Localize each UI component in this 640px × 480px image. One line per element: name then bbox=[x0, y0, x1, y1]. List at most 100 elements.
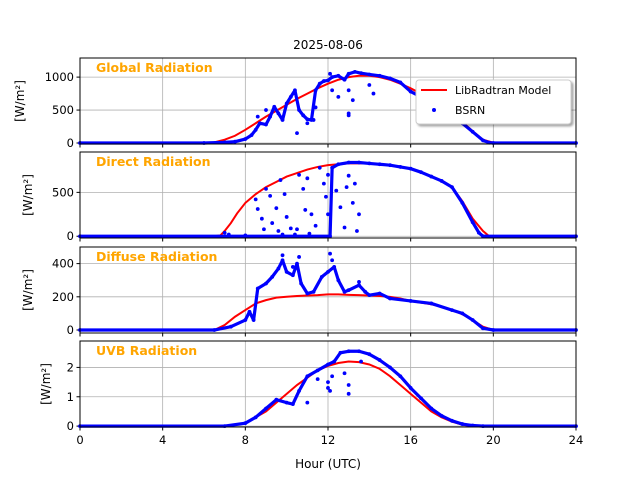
bsrn-point bbox=[264, 186, 268, 191]
bsrn-point bbox=[481, 326, 485, 331]
bsrn-point bbox=[342, 289, 347, 294]
bsrn-point bbox=[305, 374, 310, 379]
legend-box bbox=[415, 79, 572, 125]
x-tick-label: 8 bbox=[242, 433, 249, 447]
y-tick-label: 0 bbox=[67, 419, 74, 433]
bsrn-point bbox=[280, 232, 285, 237]
bsrn-point bbox=[450, 185, 454, 190]
bsrn-point bbox=[272, 104, 277, 109]
bsrn-point bbox=[481, 234, 485, 239]
bsrn-point bbox=[255, 207, 260, 211]
bsrn-point bbox=[346, 88, 351, 93]
bsrn-point bbox=[293, 232, 297, 237]
bsrn-point bbox=[276, 229, 281, 233]
bsrn-point bbox=[284, 101, 289, 106]
bsrn-point bbox=[408, 89, 413, 94]
bsrn-point bbox=[321, 181, 326, 186]
bsrn-point bbox=[268, 114, 273, 119]
bsrn-point bbox=[429, 406, 434, 411]
y-tick-label: 400 bbox=[52, 257, 74, 271]
bsrn-point bbox=[330, 75, 335, 80]
bsrn-point bbox=[228, 324, 233, 329]
bsrn-point bbox=[262, 227, 266, 232]
bsrn-point bbox=[338, 205, 343, 210]
bsrn-point bbox=[367, 161, 372, 166]
bsrn-point bbox=[247, 309, 252, 314]
bsrn-point bbox=[439, 413, 444, 418]
bsrn-point bbox=[253, 197, 258, 202]
bsrn-point bbox=[328, 388, 332, 393]
bsrn-point bbox=[439, 179, 444, 183]
bsrn-point bbox=[328, 234, 332, 239]
bsrn-point bbox=[313, 105, 318, 110]
axes-frame bbox=[79, 151, 577, 239]
bsrn-point bbox=[264, 108, 268, 112]
bsrn-point bbox=[408, 299, 413, 303]
bsrn-point bbox=[305, 176, 310, 181]
bsrn-point bbox=[346, 391, 351, 396]
bsrn-point bbox=[305, 291, 310, 296]
bsrn-point bbox=[371, 91, 376, 96]
bsrn-point bbox=[305, 121, 310, 126]
bsrn-point bbox=[297, 388, 301, 393]
bsrn-point bbox=[367, 83, 372, 87]
bsrn-point bbox=[346, 288, 351, 293]
chart-title: 2025-08-06 bbox=[293, 38, 363, 52]
bsrn-point bbox=[388, 163, 392, 168]
bsrn-point bbox=[324, 194, 328, 199]
bsrn-point bbox=[330, 258, 335, 263]
bsrn-point bbox=[295, 227, 299, 232]
bsrn-point bbox=[334, 188, 339, 193]
panel-title: Direct Radiation bbox=[96, 154, 211, 169]
bsrn-point bbox=[377, 73, 382, 78]
bsrn-point bbox=[251, 318, 256, 322]
legend-bsrn-label: BSRN bbox=[455, 104, 485, 117]
bsrn-point bbox=[276, 111, 281, 116]
bsrn-point bbox=[255, 114, 260, 119]
bsrn-point bbox=[270, 221, 275, 225]
bsrn-point bbox=[284, 270, 289, 274]
bsrn-point bbox=[460, 200, 465, 205]
bsrn-point bbox=[470, 318, 475, 322]
bsrn-point bbox=[330, 165, 335, 170]
y-tick-label: 500 bbox=[52, 103, 74, 117]
axes-frame bbox=[79, 340, 577, 428]
bsrn-point bbox=[408, 386, 413, 390]
bsrn-point bbox=[419, 396, 423, 401]
y-axis-label: [W/m²] bbox=[21, 269, 35, 311]
bsrn-point bbox=[305, 117, 310, 122]
bsrn-point bbox=[363, 289, 368, 294]
panel-title: UVB Radiation bbox=[96, 343, 197, 358]
bsrn-point bbox=[233, 139, 237, 144]
panel-title: Diffuse Radiation bbox=[96, 249, 217, 264]
bsrn-point bbox=[315, 368, 320, 373]
bsrn-point bbox=[346, 349, 351, 354]
bsrn-point bbox=[328, 71, 332, 76]
bsrn-point bbox=[336, 162, 341, 167]
bsrn-point bbox=[297, 108, 301, 112]
bsrn-point bbox=[301, 113, 306, 118]
bsrn-point bbox=[419, 170, 423, 175]
bsrn-point bbox=[355, 229, 359, 233]
y-tick-label: 200 bbox=[52, 290, 74, 304]
bsrn-point bbox=[398, 80, 403, 85]
x-tick-label: 20 bbox=[486, 433, 501, 447]
bsrn-point bbox=[367, 72, 372, 77]
bsrn-point bbox=[342, 225, 347, 230]
bsrn-point bbox=[311, 118, 316, 122]
bsrn-point bbox=[253, 415, 258, 420]
bsrn-point bbox=[290, 265, 295, 269]
axes-frame bbox=[79, 57, 577, 145]
bsrn-point bbox=[290, 402, 295, 407]
y-axis-label: [W/m²] bbox=[39, 363, 53, 405]
bsrn-point bbox=[278, 178, 283, 182]
bsrn-point bbox=[398, 165, 403, 169]
bsrn-point bbox=[270, 274, 275, 279]
bsrn-point bbox=[330, 374, 335, 379]
bsrn-point bbox=[344, 185, 349, 190]
bsrn-point bbox=[321, 79, 326, 83]
legend-bsrn-swatch bbox=[432, 108, 436, 112]
bsrn-point bbox=[346, 383, 351, 387]
bsrn-point bbox=[274, 206, 279, 211]
